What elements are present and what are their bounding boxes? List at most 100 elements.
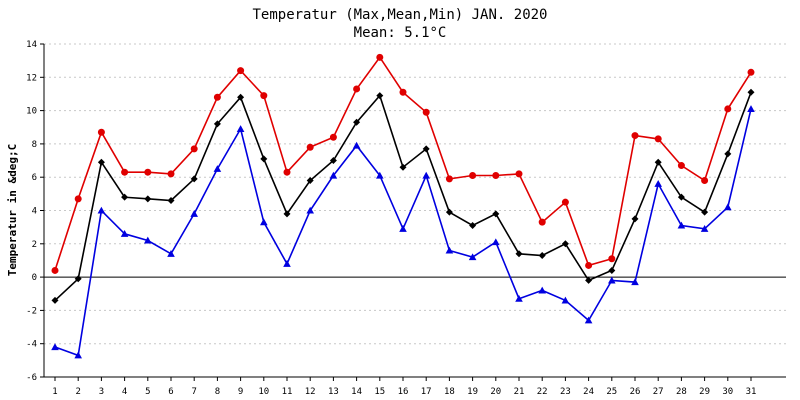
data-point-circle <box>376 53 384 61</box>
data-point-diamond <box>561 240 569 248</box>
data-point-circle <box>306 143 314 151</box>
data-point-diamond <box>353 118 361 126</box>
data-point-triangle <box>329 171 338 179</box>
x-tick-label: 20 <box>490 387 501 397</box>
x-tick-label: 7 <box>191 387 196 397</box>
data-point-diamond <box>190 175 198 183</box>
x-tick-label: 9 <box>238 387 243 397</box>
x-tick-label: 14 <box>351 387 362 397</box>
data-point-circle <box>585 261 593 269</box>
x-tick-label: 27 <box>653 387 664 397</box>
data-point-circle <box>190 145 198 153</box>
data-point-diamond <box>492 210 500 218</box>
series-line-triangle <box>54 108 752 357</box>
y-tick-label: -2 <box>26 306 37 316</box>
data-point-triangle <box>51 343 59 351</box>
data-point-circle <box>213 93 221 101</box>
data-point-triangle <box>167 249 175 257</box>
x-tick-label: 13 <box>328 387 339 397</box>
data-point-diamond <box>538 251 546 259</box>
data-point-triangle <box>236 125 245 132</box>
x-tick-label: 10 <box>258 387 269 397</box>
data-point-diamond <box>654 158 662 166</box>
data-point-circle <box>445 175 453 183</box>
x-tick-label: 2 <box>75 387 80 397</box>
data-point-circle <box>167 170 175 178</box>
data-point-circle <box>97 128 105 136</box>
chart-subtitle: Mean: 5.1°C <box>354 25 447 41</box>
x-tick-label: 28 <box>676 387 687 397</box>
grid-lines <box>44 43 786 345</box>
data-point-circle <box>538 218 546 226</box>
data-point-triangle <box>74 351 82 359</box>
data-point-diamond <box>97 158 105 166</box>
x-tick-label: 30 <box>722 387 733 397</box>
x-tick-label: 19 <box>467 387 478 397</box>
data-point-circle <box>260 92 268 100</box>
data-point-diamond <box>701 208 709 216</box>
data-point-triangle <box>120 230 129 237</box>
x-tick-label: 31 <box>746 387 757 397</box>
y-tick-label: -6 <box>26 373 37 383</box>
data-point-triangle <box>399 225 407 232</box>
x-tick-label: 3 <box>99 387 104 397</box>
data-point-diamond <box>515 250 523 258</box>
data-point-diamond <box>631 215 639 223</box>
data-point-triangle <box>468 253 477 261</box>
data-point-circle <box>677 162 685 170</box>
data-point-triangle <box>260 218 268 226</box>
data-point-diamond <box>585 276 593 284</box>
data-point-triangle <box>654 180 662 187</box>
data-point-circle <box>724 105 732 113</box>
x-tick-label: 18 <box>444 387 455 397</box>
x-tick-label: 29 <box>699 387 710 397</box>
data-point-diamond <box>306 177 314 185</box>
data-point-circle <box>237 67 245 75</box>
data-point-circle <box>144 168 152 176</box>
data-point-circle <box>561 198 569 206</box>
data-point-triangle <box>352 141 361 149</box>
data-point-circle <box>329 133 337 141</box>
data-point-triangle <box>422 171 430 179</box>
data-point-diamond <box>677 193 685 201</box>
x-tick-label: 1 <box>52 387 57 397</box>
data-point-circle <box>747 68 755 76</box>
data-point-triangle <box>631 278 639 286</box>
data-point-diamond <box>469 221 477 229</box>
data-point-circle <box>492 172 500 180</box>
x-tick-label: 11 <box>282 387 293 397</box>
data-point-diamond <box>445 208 453 216</box>
data-point-circle <box>515 170 523 178</box>
x-tick-label: 24 <box>583 387 594 397</box>
data-point-triangle <box>538 286 546 294</box>
x-tick-label: 4 <box>122 387 127 397</box>
data-point-circle <box>353 85 361 93</box>
y-tick-label: 8 <box>32 140 37 150</box>
data-point-circle <box>469 172 477 180</box>
data-point-triangle <box>677 221 686 229</box>
data-point-circle <box>701 177 709 185</box>
data-point-circle <box>399 88 407 96</box>
x-tick-label: 23 <box>560 387 571 397</box>
data-point-triangle <box>608 276 616 284</box>
y-tick-label: 10 <box>26 107 37 117</box>
chart-title: Temperatur (Max,Mean,Min) JAN. 2020 <box>252 7 547 23</box>
data-point-triangle <box>283 259 291 267</box>
data-point-diamond <box>422 145 430 153</box>
series-markers <box>51 53 755 359</box>
x-tick-label: 17 <box>421 387 432 397</box>
data-point-diamond <box>51 296 59 304</box>
data-point-diamond <box>329 157 337 165</box>
y-tick-label: 2 <box>32 240 37 250</box>
data-point-triangle <box>492 238 500 246</box>
y-tick-label: 0 <box>32 273 37 283</box>
data-point-diamond <box>74 275 82 283</box>
x-tick-label: 5 <box>145 387 150 397</box>
data-point-triangle <box>584 316 593 324</box>
x-tick-label: 15 <box>374 387 385 397</box>
x-tick-label: 21 <box>514 387 525 397</box>
data-point-diamond <box>144 195 152 203</box>
data-point-diamond <box>608 266 616 274</box>
data-point-diamond <box>121 193 129 201</box>
